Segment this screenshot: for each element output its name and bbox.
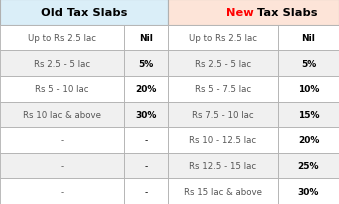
Text: Rs 15 lac & above: Rs 15 lac & above [184, 187, 262, 196]
Bar [124, 26, 168, 51]
Bar [168, 51, 278, 76]
Text: -: - [60, 161, 63, 170]
Bar [278, 76, 339, 102]
Text: 25%: 25% [298, 161, 319, 170]
Bar [168, 128, 278, 153]
Bar [0, 178, 124, 204]
Bar [168, 178, 278, 204]
Bar [278, 102, 339, 128]
Text: -: - [144, 161, 147, 170]
Text: Nil: Nil [302, 34, 315, 43]
Bar [168, 26, 278, 51]
Text: Rs 2.5 - 5 lac: Rs 2.5 - 5 lac [195, 59, 251, 68]
Text: -: - [144, 136, 147, 145]
Bar [168, 102, 278, 128]
Text: Rs 5 - 7.5 lac: Rs 5 - 7.5 lac [195, 85, 251, 94]
Text: Old Tax Slabs: Old Tax Slabs [41, 8, 127, 18]
Text: -: - [60, 136, 63, 145]
Text: Rs 10 - 12.5 lac: Rs 10 - 12.5 lac [189, 136, 257, 145]
Bar [0, 26, 124, 51]
Bar [0, 102, 124, 128]
Text: 10%: 10% [298, 85, 319, 94]
Bar [0, 128, 124, 153]
Text: -: - [144, 187, 147, 196]
Bar [0, 76, 124, 102]
Bar [278, 178, 339, 204]
Text: Up to Rs 2.5 lac: Up to Rs 2.5 lac [189, 34, 257, 43]
Text: 30%: 30% [298, 187, 319, 196]
Text: 20%: 20% [298, 136, 319, 145]
Bar [278, 153, 339, 178]
Bar [0, 0, 168, 26]
Bar [0, 153, 124, 178]
Text: Rs 2.5 - 5 lac: Rs 2.5 - 5 lac [34, 59, 90, 68]
Text: Nil: Nil [139, 34, 153, 43]
Text: 20%: 20% [135, 85, 157, 94]
Text: 5%: 5% [138, 59, 153, 68]
Text: 15%: 15% [298, 110, 319, 119]
Text: Up to Rs 2.5 lac: Up to Rs 2.5 lac [28, 34, 96, 43]
Bar [168, 0, 339, 26]
Text: New: New [226, 8, 254, 18]
Bar [124, 51, 168, 76]
Bar [168, 76, 278, 102]
Text: Rs 5 - 10 lac: Rs 5 - 10 lac [35, 85, 88, 94]
Bar [0, 51, 124, 76]
Bar [278, 26, 339, 51]
Bar [124, 128, 168, 153]
Text: Rs 7.5 - 10 lac: Rs 7.5 - 10 lac [192, 110, 254, 119]
Text: -: - [60, 187, 63, 196]
Text: 30%: 30% [135, 110, 157, 119]
Text: 5%: 5% [301, 59, 316, 68]
Text: Rs 12.5 - 15 lac: Rs 12.5 - 15 lac [189, 161, 257, 170]
Bar [278, 128, 339, 153]
Bar [168, 153, 278, 178]
Bar [124, 153, 168, 178]
Text: Rs 10 lac & above: Rs 10 lac & above [23, 110, 101, 119]
Bar [124, 102, 168, 128]
Text: Tax Slabs: Tax Slabs [254, 8, 318, 18]
Bar [278, 51, 339, 76]
Bar [124, 178, 168, 204]
Bar [124, 76, 168, 102]
